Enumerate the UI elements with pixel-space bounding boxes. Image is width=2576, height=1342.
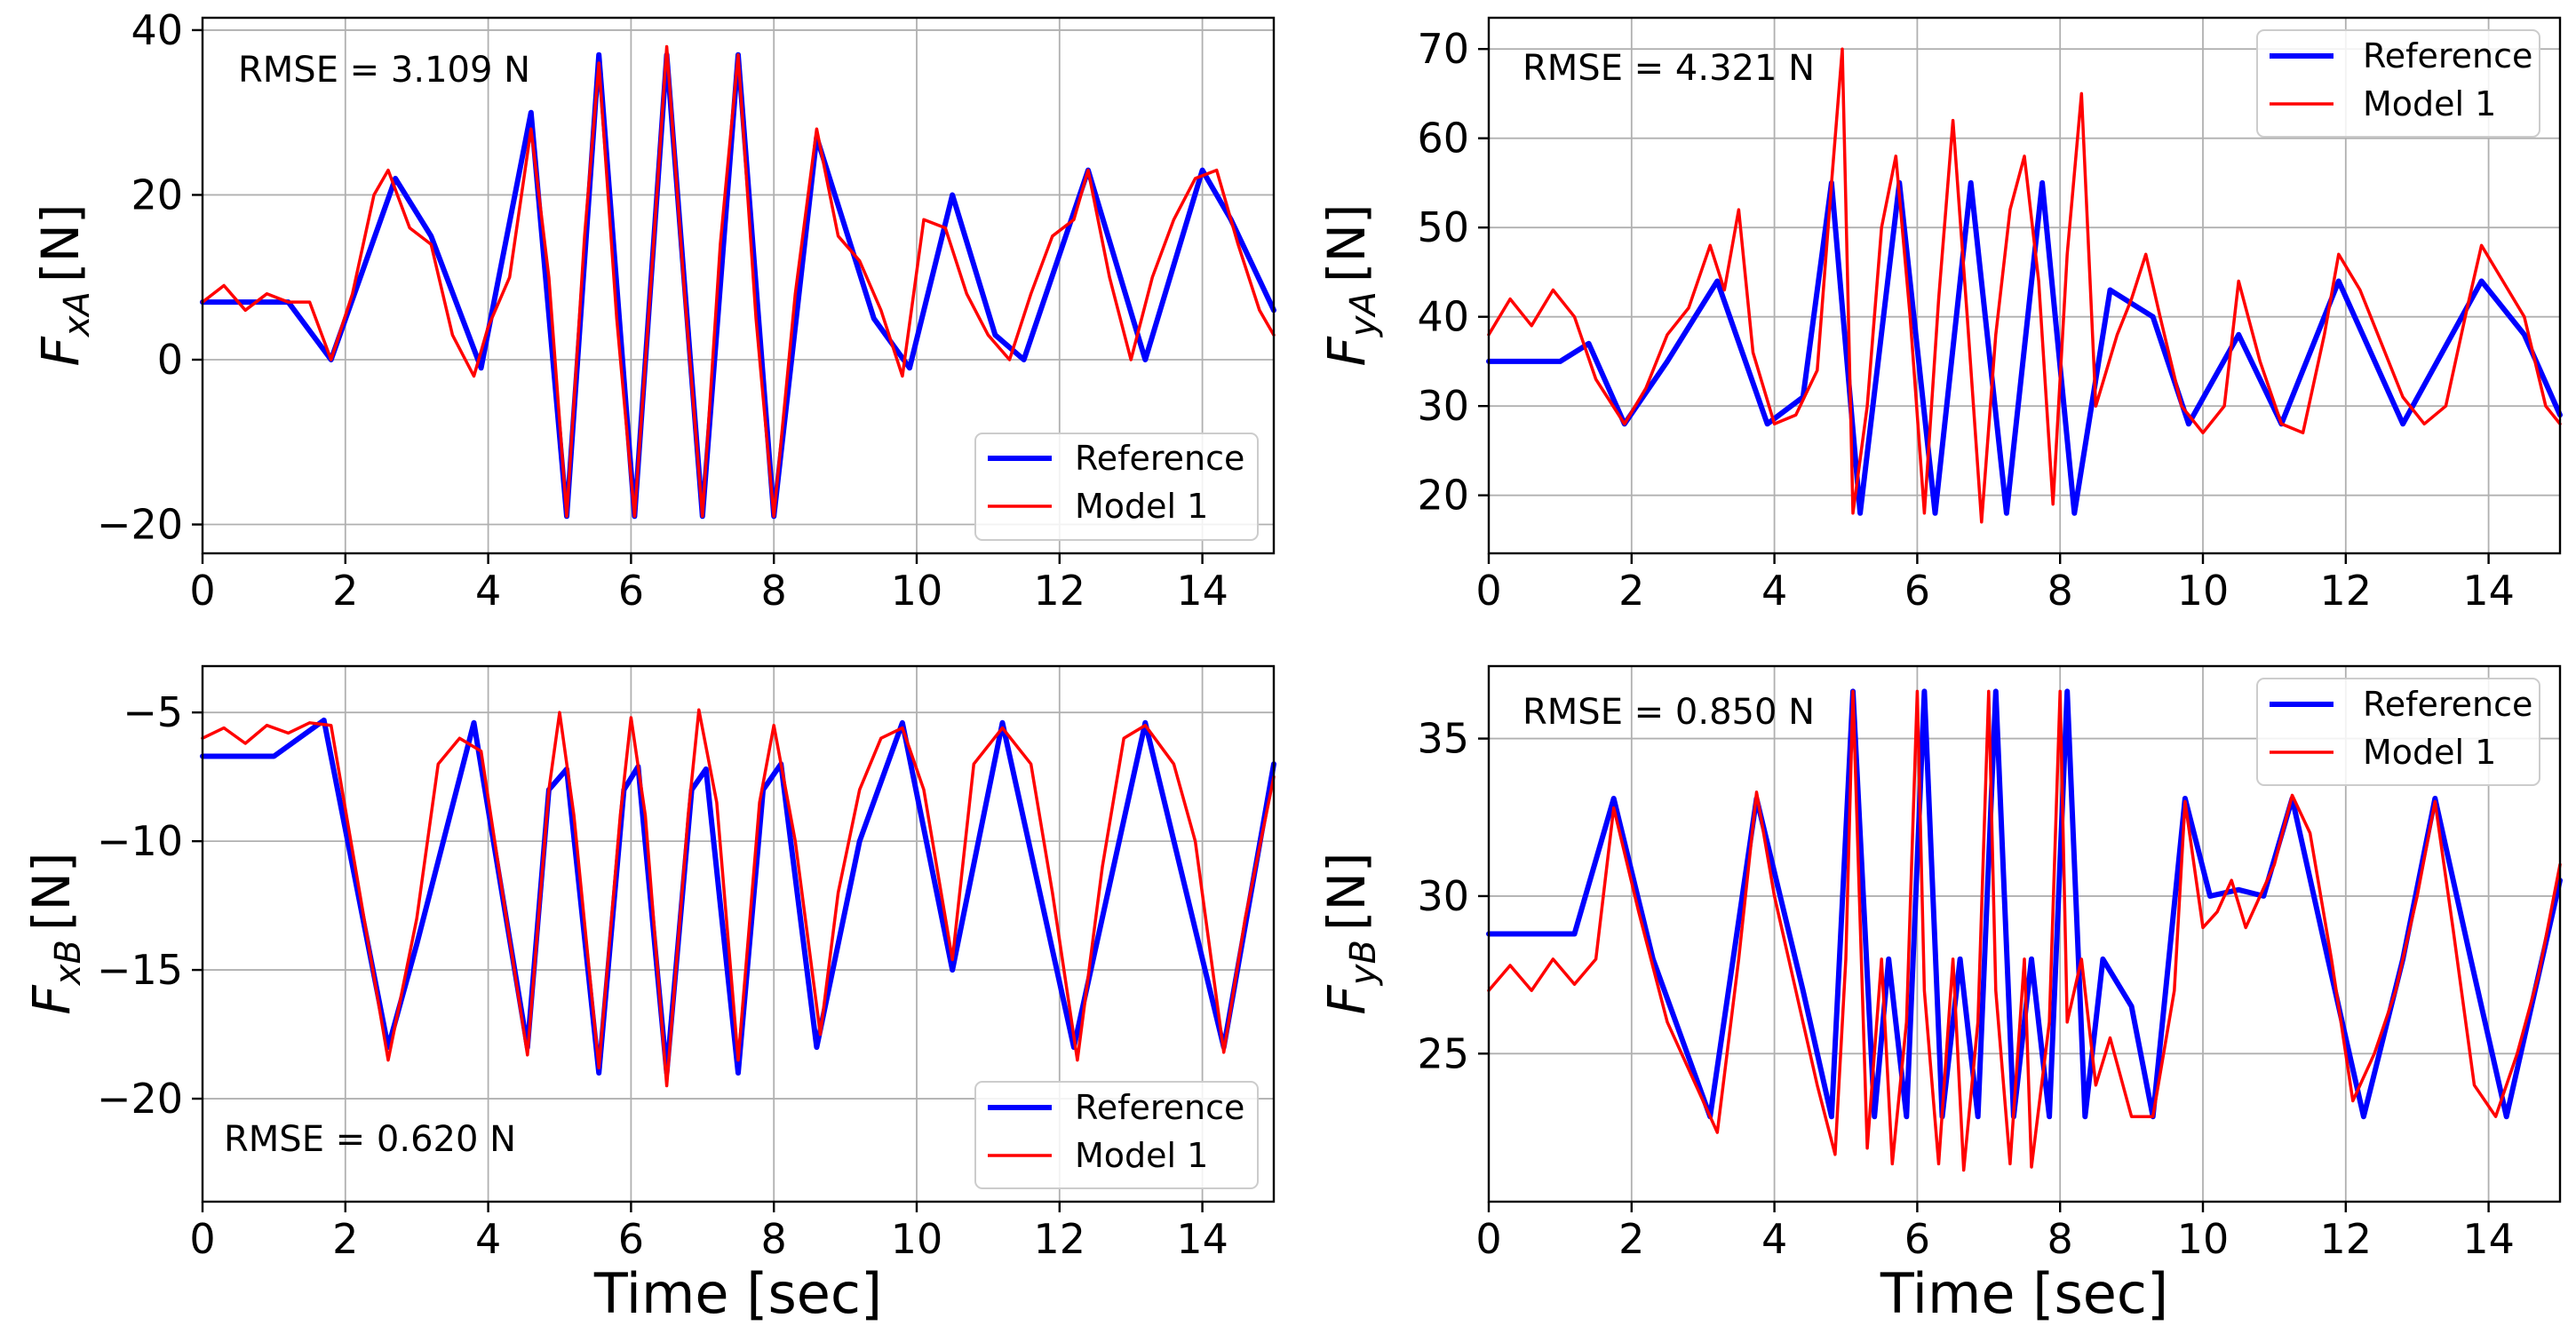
x-tick-label: 4 — [1761, 1215, 1787, 1263]
x-tick-label: 8 — [761, 567, 787, 615]
x-tick-label: 0 — [189, 567, 215, 615]
plot-frame — [201, 664, 1276, 1203]
x-tick-label: 6 — [618, 567, 644, 615]
x-tick-label: 10 — [891, 1215, 943, 1263]
x-tick-label: 14 — [2462, 567, 2515, 615]
legend-model-label: Model 1 — [1075, 487, 1208, 526]
y-tick-label: 60 — [1417, 115, 1469, 163]
y-tick-label: −20 — [97, 501, 183, 549]
legend-model-label: Model 1 — [1075, 1136, 1208, 1175]
x-tick-label: 6 — [1904, 1215, 1930, 1263]
y-tick-label: 40 — [131, 6, 183, 54]
model-1-series-line — [1487, 47, 2562, 524]
x-tick-label: 8 — [761, 1215, 787, 1263]
y-tick-label: −15 — [97, 946, 183, 994]
rmse-annotation: RMSE = 4.321 N — [1523, 48, 1815, 89]
y-tick-label: −5 — [123, 688, 183, 736]
legend-reference-label: Reference — [2363, 685, 2532, 724]
legend-reference-label: Reference — [1075, 439, 1244, 478]
y-tick-label: 30 — [1417, 872, 1469, 920]
plot-frame — [1487, 16, 2562, 555]
panel-fya: 0 2 4 6 8 10 12 14 20 30 40 50 60 70 RMSE = 4.321 N R… — [1316, 16, 2563, 615]
x-tick-label: 10 — [2177, 1215, 2230, 1263]
x-tick-label: 2 — [332, 1215, 358, 1263]
x-tick-label: 12 — [2320, 1215, 2373, 1263]
x-tick-label: 4 — [475, 1215, 501, 1263]
y-axis-label: FyB[N] — [1316, 852, 1384, 1014]
reference-series-line — [200, 717, 1276, 1076]
reference-series-line — [1486, 179, 2563, 516]
x-tick-label: 4 — [1761, 567, 1787, 615]
y-tick-label: 30 — [1417, 382, 1469, 430]
legend-reference-label: Reference — [2363, 36, 2532, 75]
model-1-series-line — [1487, 689, 2562, 1172]
rmse-annotation: RMSE = 3.109 N — [238, 50, 530, 91]
x-tick-label: 10 — [891, 567, 943, 615]
x-axis-label: Time [sec] — [593, 1261, 882, 1326]
x-tick-label: 12 — [1034, 1215, 1086, 1263]
panel-fyb: 0 2 4 6 8 10 12 14 25 30 35 RMSE = 0.850 N Referen… — [1316, 664, 2563, 1326]
x-tick-label: 12 — [2320, 567, 2373, 615]
x-tick-label: 0 — [189, 1215, 215, 1263]
y-tick-label: 50 — [1417, 203, 1469, 251]
plot-frame — [1487, 664, 2562, 1203]
x-axis-label: Time [sec] — [1880, 1261, 2168, 1326]
plot-frame — [201, 16, 1276, 555]
x-tick-label: 14 — [2462, 1215, 2515, 1263]
legend: Reference Model 1 — [974, 433, 1259, 541]
x-tick-label: 0 — [1475, 567, 1501, 615]
x-tick-label: 6 — [618, 1215, 644, 1263]
x-tick-label: 8 — [2047, 567, 2073, 615]
x-tick-label: 2 — [332, 567, 358, 615]
x-tick-label: 12 — [1034, 567, 1086, 615]
rmse-annotation: RMSE = 0.850 N — [1523, 692, 1815, 733]
x-tick-label: 14 — [1176, 567, 1228, 615]
panel-fxb: 0 2 4 6 8 10 12 14 −20 −15 −10 −5 RMSE = 0.620 N Re… — [21, 664, 1276, 1326]
legend: Reference Model 1 — [2256, 678, 2540, 786]
legend-reference-label: Reference — [1075, 1088, 1244, 1127]
y-tick-label: −20 — [97, 1075, 183, 1123]
x-tick-label: 8 — [2047, 1215, 2073, 1263]
y-tick-label: 20 — [131, 171, 183, 218]
y-axis-label: FxA[N] — [30, 203, 98, 366]
y-axis-label: FxB[N] — [21, 852, 89, 1014]
y-axis-label: FyA[N] — [1316, 203, 1384, 366]
rmse-annotation: RMSE = 0.620 N — [224, 1119, 516, 1160]
x-tick-label: 10 — [2177, 567, 2230, 615]
y-tick-label: 25 — [1417, 1029, 1469, 1077]
model-1-series-line — [201, 708, 1276, 1088]
legend: Reference Model 1 — [2256, 29, 2540, 138]
y-tick-label: 0 — [157, 336, 183, 384]
x-tick-label: 4 — [475, 567, 501, 615]
reference-series-line — [1486, 688, 2563, 1120]
legend-model-label: Model 1 — [2363, 84, 2496, 123]
y-tick-label: 70 — [1417, 25, 1469, 73]
y-tick-label: 40 — [1417, 293, 1469, 341]
y-tick-label: 35 — [1417, 715, 1469, 763]
legend: Reference Model 1 — [974, 1081, 1259, 1189]
model-1-series-line — [201, 44, 1276, 519]
x-tick-label: 2 — [1618, 567, 1644, 615]
y-tick-label: −10 — [97, 817, 183, 865]
x-tick-label: 14 — [1176, 1215, 1228, 1263]
y-tick-label: 20 — [1417, 472, 1469, 520]
legend-model-label: Model 1 — [2363, 733, 2496, 772]
x-tick-label: 0 — [1475, 1215, 1501, 1263]
x-tick-label: 2 — [1618, 1215, 1644, 1263]
x-tick-label: 6 — [1904, 567, 1930, 615]
